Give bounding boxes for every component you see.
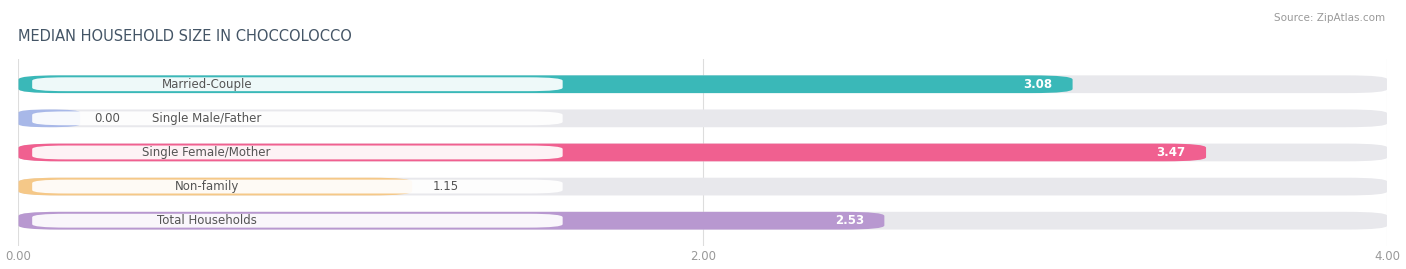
Text: MEDIAN HOUSEHOLD SIZE IN CHOCCOLOCCO: MEDIAN HOUSEHOLD SIZE IN CHOCCOLOCCO — [18, 29, 353, 44]
Text: Single Female/Mother: Single Female/Mother — [142, 146, 271, 159]
FancyBboxPatch shape — [18, 109, 1388, 127]
Text: 2.53: 2.53 — [835, 214, 863, 227]
Text: Single Male/Father: Single Male/Father — [152, 112, 262, 125]
Text: 3.47: 3.47 — [1156, 146, 1185, 159]
Text: Married-Couple: Married-Couple — [162, 78, 252, 91]
Text: Total Households: Total Households — [157, 214, 257, 227]
FancyBboxPatch shape — [32, 180, 562, 193]
FancyBboxPatch shape — [18, 178, 1388, 196]
FancyBboxPatch shape — [32, 146, 562, 159]
FancyBboxPatch shape — [18, 75, 1388, 93]
FancyBboxPatch shape — [32, 214, 562, 228]
Text: 1.15: 1.15 — [433, 180, 458, 193]
FancyBboxPatch shape — [18, 212, 1388, 229]
Text: Source: ZipAtlas.com: Source: ZipAtlas.com — [1274, 13, 1385, 23]
FancyBboxPatch shape — [32, 77, 562, 91]
Text: 0.00: 0.00 — [94, 112, 120, 125]
FancyBboxPatch shape — [18, 212, 884, 229]
FancyBboxPatch shape — [18, 144, 1388, 161]
FancyBboxPatch shape — [18, 144, 1206, 161]
FancyBboxPatch shape — [32, 111, 562, 125]
FancyBboxPatch shape — [18, 75, 1073, 93]
FancyBboxPatch shape — [18, 109, 80, 127]
FancyBboxPatch shape — [18, 178, 412, 196]
Text: Non-family: Non-family — [174, 180, 239, 193]
Text: 3.08: 3.08 — [1024, 78, 1052, 91]
